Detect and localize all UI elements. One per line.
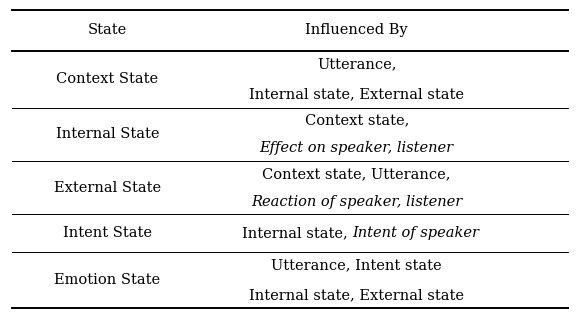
Text: Effect on speaker, listener: Effect on speaker, listener xyxy=(260,141,454,155)
Text: Intent of speaker: Intent of speaker xyxy=(352,226,479,240)
Text: Internal state, External state: Internal state, External state xyxy=(249,288,464,302)
Text: Context state, Utterance,: Context state, Utterance, xyxy=(262,167,451,181)
Text: Context state,: Context state, xyxy=(304,114,409,128)
Text: Intent State: Intent State xyxy=(63,226,152,240)
Text: Emotion State: Emotion State xyxy=(55,273,160,287)
Text: Internal state, External state: Internal state, External state xyxy=(249,87,464,101)
Text: Context State: Context State xyxy=(56,72,158,86)
Text: Utterance,: Utterance, xyxy=(317,58,397,72)
Text: State: State xyxy=(88,23,127,37)
Text: Internal State: Internal State xyxy=(56,127,159,141)
Text: Internal state,: Internal state, xyxy=(242,226,352,240)
Text: External State: External State xyxy=(54,181,161,195)
Text: Utterance, Intent state: Utterance, Intent state xyxy=(271,258,442,273)
Text: Influenced By: Influenced By xyxy=(306,23,408,37)
Text: Reaction of speaker, listener: Reaction of speaker, listener xyxy=(251,195,462,209)
